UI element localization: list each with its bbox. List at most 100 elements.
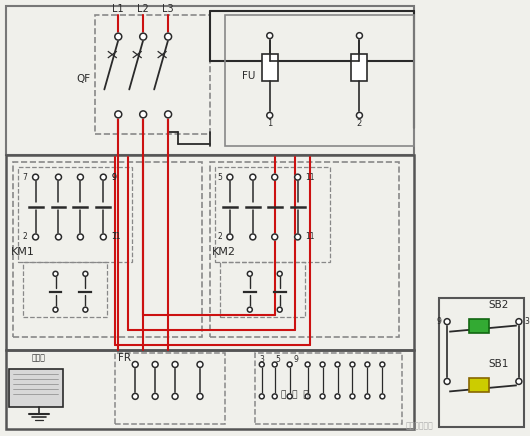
Circle shape	[53, 307, 58, 312]
Text: 11: 11	[111, 232, 121, 242]
Circle shape	[259, 362, 264, 367]
Circle shape	[267, 112, 273, 118]
Circle shape	[56, 174, 61, 180]
Text: 电动机: 电动机	[32, 353, 46, 362]
Bar	[23, 262, 107, 317]
Text: 2: 2	[357, 119, 362, 128]
Text: 2: 2	[23, 232, 28, 242]
Circle shape	[83, 271, 88, 276]
Circle shape	[335, 362, 340, 367]
Circle shape	[272, 174, 278, 180]
Circle shape	[365, 394, 370, 399]
Text: 9: 9	[111, 173, 116, 182]
Text: 电工技术之家: 电工技术之家	[405, 422, 433, 431]
Bar	[439, 298, 524, 427]
Circle shape	[516, 319, 522, 325]
Text: KM2: KM2	[212, 247, 236, 257]
Circle shape	[320, 394, 325, 399]
Circle shape	[132, 393, 138, 399]
Bar	[225, 15, 414, 146]
Circle shape	[140, 111, 147, 118]
Circle shape	[197, 361, 203, 368]
Circle shape	[272, 362, 277, 367]
Text: FU: FU	[242, 71, 256, 81]
Text: 5: 5	[217, 173, 222, 182]
Circle shape	[132, 361, 138, 368]
Text: 2: 2	[217, 232, 222, 242]
Circle shape	[152, 393, 158, 399]
Circle shape	[100, 174, 107, 180]
Text: L2: L2	[137, 4, 149, 14]
Text: 9: 9	[293, 355, 298, 364]
Circle shape	[248, 307, 252, 312]
Circle shape	[380, 394, 385, 399]
Circle shape	[32, 234, 39, 240]
Circle shape	[115, 33, 122, 40]
Circle shape	[250, 234, 256, 240]
Circle shape	[165, 111, 172, 118]
Circle shape	[100, 234, 107, 240]
Text: FR: FR	[118, 353, 131, 362]
Text: SB2: SB2	[489, 300, 509, 310]
Text: 3: 3	[259, 355, 264, 364]
Bar	[469, 378, 489, 392]
Circle shape	[272, 234, 278, 240]
Text: 3: 3	[525, 317, 529, 326]
Bar	[95, 15, 210, 134]
Circle shape	[32, 174, 39, 180]
Circle shape	[227, 234, 233, 240]
Circle shape	[287, 362, 292, 367]
Circle shape	[267, 33, 273, 39]
Bar	[17, 167, 132, 262]
Circle shape	[197, 393, 203, 399]
Text: 7: 7	[23, 173, 28, 182]
Circle shape	[357, 112, 363, 118]
Circle shape	[272, 394, 277, 399]
Text: KM1: KM1	[11, 247, 34, 257]
Text: 端  子  排: 端 子 排	[281, 390, 308, 399]
Bar	[255, 353, 402, 424]
Bar	[220, 262, 305, 317]
Circle shape	[444, 319, 450, 325]
Text: SB1: SB1	[489, 360, 509, 369]
Circle shape	[165, 33, 172, 40]
Bar	[215, 167, 330, 262]
Text: 1: 1	[267, 119, 272, 128]
Circle shape	[227, 174, 233, 180]
Circle shape	[305, 362, 310, 367]
Bar	[6, 6, 414, 155]
Bar	[351, 54, 367, 82]
Circle shape	[320, 362, 325, 367]
Circle shape	[305, 394, 310, 399]
Circle shape	[140, 33, 147, 40]
Text: 5: 5	[275, 355, 280, 364]
Circle shape	[295, 174, 301, 180]
Circle shape	[380, 362, 385, 367]
Circle shape	[365, 362, 370, 367]
Circle shape	[248, 271, 252, 276]
Circle shape	[53, 271, 58, 276]
Circle shape	[357, 33, 363, 39]
Text: 9: 9	[436, 317, 441, 326]
Circle shape	[444, 378, 450, 385]
Circle shape	[516, 378, 522, 385]
Bar	[210, 162, 399, 337]
Circle shape	[277, 271, 282, 276]
Circle shape	[77, 174, 83, 180]
Circle shape	[277, 307, 282, 312]
Bar	[469, 319, 489, 333]
Circle shape	[172, 361, 178, 368]
Text: 7: 7	[111, 232, 116, 242]
Circle shape	[259, 394, 264, 399]
Bar	[6, 350, 414, 429]
Text: 11: 11	[306, 232, 315, 242]
Circle shape	[152, 361, 158, 368]
Circle shape	[335, 394, 340, 399]
Circle shape	[77, 234, 83, 240]
Bar	[6, 155, 414, 350]
Bar	[8, 369, 64, 407]
Text: 11: 11	[306, 173, 315, 182]
Circle shape	[350, 394, 355, 399]
Text: QF: QF	[76, 75, 91, 85]
Circle shape	[56, 234, 61, 240]
